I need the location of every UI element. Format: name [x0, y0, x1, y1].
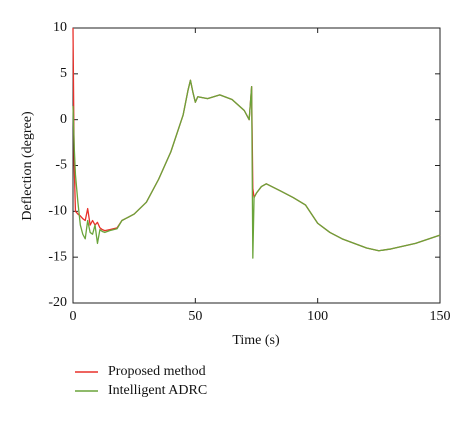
series-line — [72, 79, 441, 259]
legend-label: Proposed method — [108, 364, 206, 379]
plot-frame — [72, 27, 441, 304]
y-tick-label: -5 — [55, 158, 67, 173]
y-tick-label: -10 — [48, 204, 67, 219]
legend-label: Intelligent ADRC — [108, 383, 207, 398]
y-tick-label: 5 — [60, 66, 67, 81]
y-axis-label: Deflection (degree) — [20, 111, 35, 221]
x-axis-label: Time (s) — [232, 333, 280, 348]
x-tick-label: 100 — [307, 309, 328, 324]
y-tick-label: 0 — [60, 112, 67, 127]
x-tick-label: 150 — [430, 309, 451, 324]
y-tick-label: -15 — [48, 249, 67, 264]
x-tick-label: 0 — [70, 309, 77, 324]
x-tick-label: 50 — [188, 309, 202, 324]
y-tick-label: -20 — [48, 295, 67, 310]
y-tick-label: 10 — [53, 20, 67, 35]
